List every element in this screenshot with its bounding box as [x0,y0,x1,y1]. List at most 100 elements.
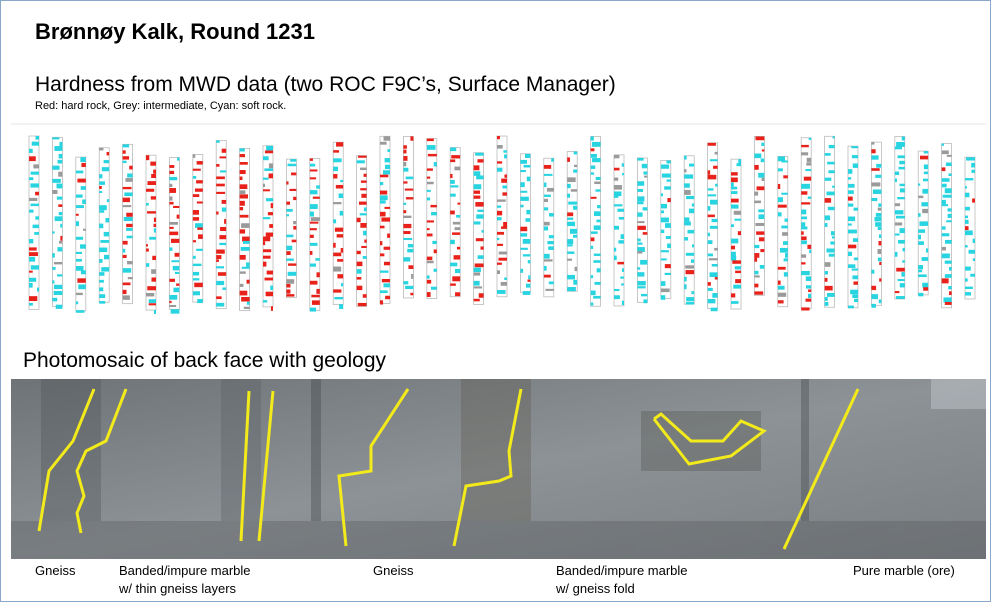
hardness-cell [801,222,805,226]
hardness-cell [829,145,835,148]
hardness-cell [871,198,877,201]
geology-label: Pure marble (ore) [853,562,955,580]
hardness-cell [547,188,554,192]
hardness-cell [357,160,365,163]
hardness-cell [128,277,133,279]
hardness-cell [169,227,173,229]
hardness-cell [898,279,905,281]
hardness-cell [476,175,483,179]
hardness-cell [825,297,828,301]
hardness-cell [384,262,390,266]
hardness-cell [102,167,109,171]
hardness-cell [801,231,804,235]
hardness-cell [662,174,671,178]
hardness-cell [54,262,62,264]
hardness-cell [918,196,923,198]
hardness-cell [661,204,667,209]
hardness-cell [270,286,273,290]
hardness-cell [945,188,952,193]
hardness-cell [169,177,177,180]
hardness-cell [263,156,269,160]
hardness-cell [176,284,179,286]
hardness-cell [825,286,833,291]
hardness-cell [385,296,390,299]
hardness-cell [922,283,928,288]
hardness-cell [380,212,386,217]
hardness-cell [99,280,104,283]
hardness-cell [708,175,717,180]
hardness-cell [357,251,361,254]
hardness-cell [637,238,640,241]
hardness-cell [712,219,718,222]
hardness-cell [450,211,455,215]
hardness-cell [310,251,313,255]
hardness-cell [216,266,224,268]
hardness-cell [434,249,437,253]
hardness-cell [782,232,788,236]
hardness-cell [123,249,126,253]
hardness-cell [222,207,226,211]
hardness-cell [407,249,413,253]
hardness-cell [778,267,786,270]
hardness-cell [754,284,758,288]
hardness-cell [520,160,527,164]
hardness-cell [853,281,858,284]
hardness-cell [661,250,669,252]
hardness-cell [871,270,874,274]
hardness-cell [123,156,129,159]
hardness-cell [595,282,601,285]
hardness-cell [497,263,502,265]
hardness-cell [380,290,388,293]
hardness-cell [173,266,180,270]
hardness-cell [549,281,554,284]
hardness-cell [733,285,741,289]
hardness-cell [403,168,408,172]
hardness-cell [520,248,527,250]
hardness-cell [643,207,648,210]
hardness-cell [666,160,670,163]
hardness-cell [731,224,734,227]
hardness-cell [902,136,905,140]
hardness-cell [848,306,854,309]
hardness-cell [527,177,531,182]
hardness-cell [784,272,788,276]
hardness-cell [499,252,507,255]
hardness-cell [240,154,245,157]
hardness-cell [622,268,624,272]
hardness-cell [712,293,717,298]
hardness-cell [713,166,718,169]
hardness-cell [266,292,273,297]
hardness-cell [947,155,952,157]
hardness-cell [667,244,671,249]
hardness-cell [364,174,367,177]
hardness-cell [453,222,460,225]
hardness-cell [778,293,786,297]
hardness-cell [825,178,832,181]
hardness-cell [825,153,831,156]
hardness-cell [809,250,811,254]
hardness-cell [169,202,173,205]
hardness-cell [502,192,507,195]
hardness-cell [474,299,480,302]
hardness-cell [333,167,338,171]
hardness-cell [312,300,320,305]
hardness-cell [758,173,764,178]
hardness-cell [567,157,570,162]
hardness-cell [76,237,83,240]
hardness-cell [762,149,765,151]
hardness-cell [544,183,547,187]
hardness-cell [427,190,431,192]
label-line: w/ thin gneiss layers [119,580,251,598]
hardness-cell [173,206,179,208]
hardness-cell [56,305,63,309]
hardness-cell [691,259,694,262]
hardness-cell [266,146,273,151]
strip [637,158,647,302]
hardness-cell [310,281,318,285]
hardness-cell [427,168,433,170]
hardness-cell [427,182,434,184]
hardness-cell [756,136,765,140]
hardness-cell [169,232,178,236]
hardness-cell [544,226,548,230]
hardness-cell [878,208,882,211]
